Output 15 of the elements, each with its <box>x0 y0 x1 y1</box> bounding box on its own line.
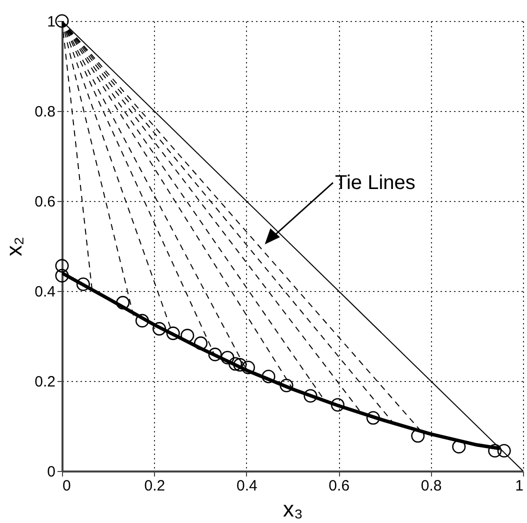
y-tick-label: 0.6 <box>34 194 56 210</box>
x-tick-label: 0.4 <box>236 478 258 494</box>
y-tick-label: 1 <box>47 14 56 30</box>
y-axis-title: x₂ <box>2 236 27 256</box>
x-tick-label: 0.2 <box>144 478 166 494</box>
y-tick-label: 0.4 <box>34 284 56 300</box>
annotation: Tie Lines <box>335 172 416 194</box>
x-tick-label: 0 <box>62 478 71 494</box>
x-tick-label: 0.8 <box>420 478 442 494</box>
y-tick-label: 0.8 <box>34 104 56 120</box>
x-tick-label: 1 <box>515 478 524 494</box>
x-tick-label: 0.6 <box>328 478 350 494</box>
y-tick-label: 0 <box>47 464 56 480</box>
x-axis-title: x₃ <box>283 496 303 522</box>
y-tick-label: 0.2 <box>34 374 56 390</box>
